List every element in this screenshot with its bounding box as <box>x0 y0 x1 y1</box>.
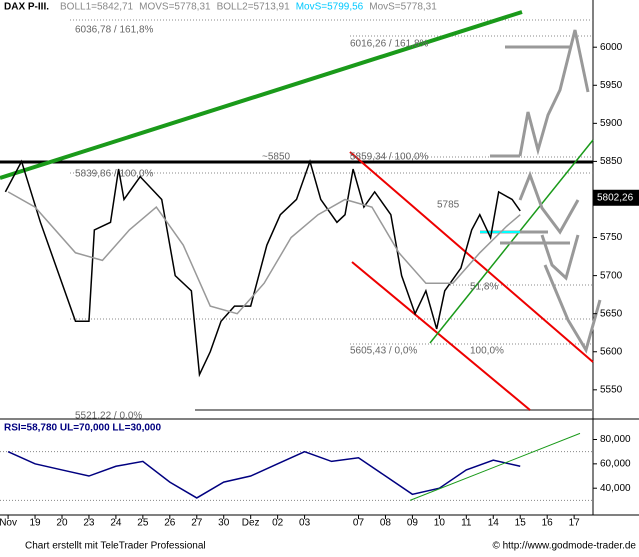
trend-line <box>0 10 523 180</box>
annotation: 5785 <box>437 200 460 211</box>
x-tick-label: Dez <box>242 518 260 529</box>
indicator: BOLL1=5842,71 <box>60 2 134 13</box>
chart-title: DAX P-III. <box>4 2 49 13</box>
rsi-title: RSI=58,780 UL=70,000 LL=30,000 <box>4 423 161 434</box>
x-tick-label: 15 <box>515 518 527 529</box>
footer-left: Chart erstellt mit TeleTrader Profession… <box>25 541 206 552</box>
x-tick-label: 07 <box>353 518 365 529</box>
y-tick-label: 40,000 <box>600 483 631 494</box>
series-line <box>7 450 521 499</box>
annotation: 5859,34 / 100,0% <box>350 152 429 163</box>
x-tick-label: 27 <box>191 518 203 529</box>
annotation: 5521,22 / 0,0% <box>75 411 142 422</box>
annotation: ~5850 <box>262 152 291 163</box>
x-tick-label: 02 <box>272 518 284 529</box>
x-tick-label: 24 <box>110 518 122 529</box>
annotation: 100,0% <box>470 346 504 357</box>
y-tick-label: 80,000 <box>600 434 631 445</box>
x-tick-label: 30 <box>218 518 230 529</box>
x-tick-label: 09 <box>407 518 419 529</box>
indicator: MovS=5799,56 <box>296 2 364 13</box>
y-tick-label: 5650 <box>600 308 623 319</box>
series-line <box>7 191 521 315</box>
y-tick-label: 5900 <box>600 118 623 129</box>
rsi-trend <box>409 432 581 501</box>
y-tick-label: 5600 <box>600 346 623 357</box>
last-price-box <box>593 189 639 206</box>
annotation: 6036,78 / 161,8% <box>75 25 154 36</box>
levels <box>70 19 593 345</box>
x-tick-label: 03 <box>299 518 311 529</box>
series-line <box>4 158 521 378</box>
x-tick-label: 19 <box>29 518 41 529</box>
x-tick-label: 23 <box>83 518 95 529</box>
y-tick-label: 60,000 <box>600 458 631 469</box>
x-tick-label: 17 <box>569 518 581 529</box>
annotation: 5605,43 / 0,0% <box>350 346 417 357</box>
footer-right: © http://www.godmode-trader.de <box>492 541 636 552</box>
y-tick-label: 5750 <box>600 232 623 243</box>
x-tick-label: 20 <box>56 518 68 529</box>
y-tick-label: 5550 <box>600 384 623 395</box>
indicator: BOLL2=5713,91 <box>217 2 291 13</box>
y-tick-label: 6000 <box>600 42 623 53</box>
x-tick-label: 08 <box>380 518 392 529</box>
annotation: 5839,86 / 100,0% <box>75 169 154 180</box>
x-tick-label: 16 <box>542 518 554 529</box>
x-tick-label: 26 <box>164 518 176 529</box>
x-tick-label: 10 <box>434 518 446 529</box>
x-tick-label: Nov <box>0 518 17 529</box>
x-tick-label: 14 <box>488 518 500 529</box>
annotation: 6016,26 / 161,8% <box>350 39 429 50</box>
y-tick-label: 5700 <box>600 270 623 281</box>
annotation: 51,8% <box>470 282 498 293</box>
x-tick-label: 11 <box>461 518 472 529</box>
last-price: 5802,26 <box>597 192 634 203</box>
indicator: MovS=5778,31 <box>369 2 437 13</box>
indicator: MOVS=5778,31 <box>139 2 211 13</box>
x-tick-label: 25 <box>137 518 149 529</box>
y-tick-label: 5950 <box>600 80 623 91</box>
channel <box>349 151 594 411</box>
y-tick-label: 5850 <box>600 156 623 167</box>
